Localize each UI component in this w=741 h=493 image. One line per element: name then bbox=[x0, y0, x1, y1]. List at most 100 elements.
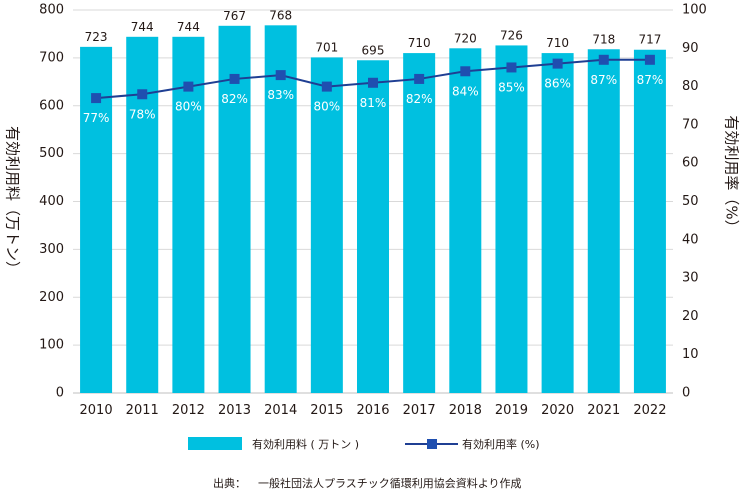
y2-tick-label: 70 bbox=[682, 117, 699, 132]
source-label: 出典： bbox=[213, 476, 246, 490]
line-point bbox=[552, 58, 563, 69]
legend-bar-swatch bbox=[188, 437, 242, 450]
right-axis-title: 有効利用率（%） bbox=[723, 115, 741, 234]
line-data-label: 80% bbox=[175, 100, 202, 114]
line-data-label: 85% bbox=[498, 80, 525, 94]
bar-data-label: 744 bbox=[177, 20, 200, 34]
bar-data-label: 710 bbox=[546, 36, 569, 50]
line-data-label: 82% bbox=[221, 92, 248, 106]
bar bbox=[541, 53, 574, 394]
bar-data-label: 695 bbox=[362, 43, 385, 57]
line-data-labels: 77% 78% 80% 82% 83% 80% 81% 82% 84% 85% 86% 87% 87% bbox=[83, 73, 664, 125]
bar bbox=[449, 48, 482, 394]
line-point bbox=[506, 62, 517, 73]
line-point bbox=[644, 54, 655, 65]
y2-tick-label: 20 bbox=[682, 309, 699, 324]
line-point bbox=[137, 89, 148, 100]
x-tick-label: 2016 bbox=[356, 403, 389, 418]
bar-data-label: 720 bbox=[454, 31, 477, 45]
line-point bbox=[414, 73, 425, 84]
legend-line-label: 有効利用率 (%) bbox=[462, 437, 540, 451]
bar-data-label: 767 bbox=[223, 9, 246, 23]
y-tick-label: 600 bbox=[39, 98, 64, 113]
x-tick-label: 2019 bbox=[495, 403, 528, 418]
x-tick-label: 2018 bbox=[449, 403, 482, 418]
line-point bbox=[183, 81, 194, 92]
line-point bbox=[321, 81, 332, 92]
bar bbox=[264, 25, 297, 393]
x-tick-label: 2012 bbox=[172, 403, 205, 418]
bar bbox=[218, 25, 251, 394]
x-tick-label: 2021 bbox=[587, 403, 620, 418]
line-series bbox=[91, 54, 655, 104]
source-note: 出典： 一般社団法人プラスチック循環利用協会資料より作成 bbox=[213, 476, 522, 490]
bar bbox=[403, 53, 436, 394]
line-data-label: 78% bbox=[129, 107, 156, 121]
y2-tick-label: 60 bbox=[682, 156, 699, 171]
x-tick-label: 2017 bbox=[403, 403, 436, 418]
y-tick-label: 400 bbox=[39, 194, 64, 209]
y-tick-label: 700 bbox=[39, 50, 64, 65]
bar bbox=[495, 45, 528, 394]
line-point bbox=[91, 93, 102, 104]
line-data-label: 77% bbox=[83, 111, 110, 125]
bar-data-label: 723 bbox=[85, 30, 108, 44]
bar-data-label: 768 bbox=[269, 8, 292, 22]
x-tick-label: 2015 bbox=[310, 403, 343, 418]
bar bbox=[633, 49, 666, 394]
y-tick-label: 500 bbox=[39, 146, 64, 161]
bar-data-label: 718 bbox=[592, 32, 615, 46]
bar-data-label: 744 bbox=[131, 20, 154, 34]
line-data-label: 87% bbox=[637, 73, 664, 87]
x-tick-label: 2014 bbox=[264, 403, 297, 418]
x-tick-label: 2010 bbox=[80, 403, 113, 418]
line-point bbox=[229, 73, 240, 84]
y2-tick-label: 50 bbox=[682, 194, 699, 209]
line-data-label: 82% bbox=[406, 92, 433, 106]
left-axis-title: 有効利用料（万トン） bbox=[4, 126, 22, 276]
bar bbox=[357, 60, 389, 394]
line-data-label: 83% bbox=[267, 88, 294, 102]
y-tick-label: 300 bbox=[39, 242, 64, 257]
bar bbox=[310, 57, 343, 394]
bar bbox=[587, 49, 620, 393]
y2-tick-label: 30 bbox=[682, 271, 699, 286]
x-tick-label: 2011 bbox=[126, 403, 159, 418]
bar bbox=[80, 46, 113, 394]
y2-tick-label: 100 bbox=[682, 3, 707, 18]
line-data-label: 87% bbox=[590, 73, 617, 87]
x-tick-label: 2013 bbox=[218, 403, 251, 418]
line-data-label: 80% bbox=[314, 100, 341, 114]
line-data-label: 84% bbox=[452, 84, 479, 98]
line-point bbox=[368, 77, 378, 88]
x-tick-label: 2022 bbox=[633, 403, 666, 418]
line-point bbox=[598, 54, 609, 65]
y-tick-label: 0 bbox=[56, 386, 64, 401]
y2-tick-label: 80 bbox=[682, 79, 699, 94]
y-tick-label: 800 bbox=[39, 3, 64, 18]
x-tick-label: 2020 bbox=[541, 403, 574, 418]
bar-data-labels: 723 744 744 767 768 701 695 710 720 726 710 718 717 bbox=[85, 8, 662, 57]
y2-tick-label: 0 bbox=[682, 386, 690, 401]
legend-bar-label: 有効利用料 ( 万トン ) bbox=[252, 437, 359, 451]
y2-tick-label: 10 bbox=[682, 347, 699, 362]
bar-data-label: 726 bbox=[500, 28, 523, 42]
line-data-label: 81% bbox=[360, 96, 387, 110]
bar-series bbox=[80, 25, 666, 394]
bar-data-label: 710 bbox=[408, 36, 431, 50]
bar-data-label: 717 bbox=[638, 33, 661, 47]
y2-tick-label: 90 bbox=[682, 41, 699, 56]
line-point bbox=[275, 70, 286, 81]
x-axis-ticks: 2010 2011 2012 2013 2014 2015 2016 2017 2018 2019… bbox=[80, 403, 667, 418]
line-data-label: 86% bbox=[544, 77, 571, 91]
source-text: 一般社団法人プラスチック循環利用協会資料より作成 bbox=[258, 476, 522, 490]
right-axis-ticks: 0 10 20 30 40 50 60 70 80 90 100 bbox=[682, 3, 707, 401]
line-point bbox=[460, 66, 471, 77]
y-tick-label: 100 bbox=[39, 338, 64, 353]
legend-line-marker bbox=[427, 439, 437, 449]
y2-tick-label: 40 bbox=[682, 232, 699, 247]
bar bbox=[172, 36, 205, 394]
legend: 有効利用料 ( 万トン ) 有効利用率 (%) bbox=[188, 437, 540, 451]
left-axis-ticks: 0 100 200 300 400 500 600 700 800 bbox=[39, 3, 64, 401]
